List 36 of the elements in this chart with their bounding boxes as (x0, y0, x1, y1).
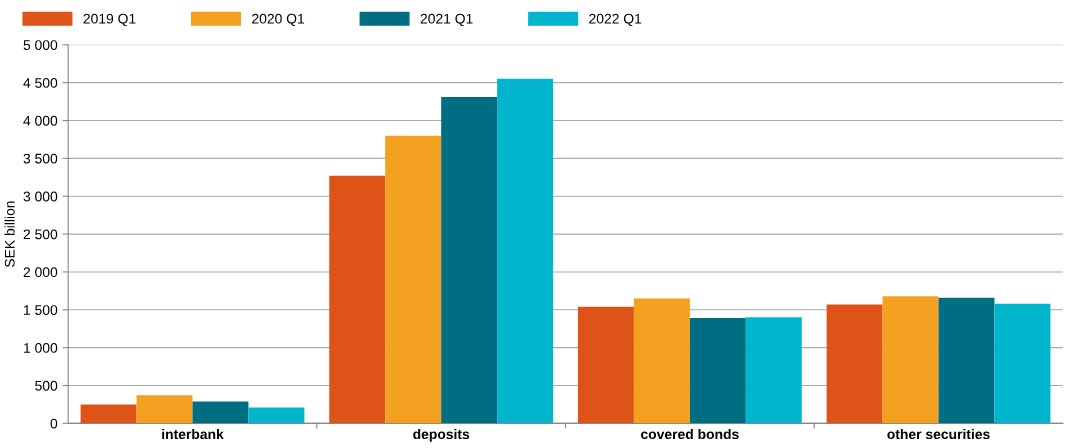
x-tick-label: other securities (887, 428, 990, 440)
bar (938, 297, 995, 424)
bar (385, 135, 442, 424)
x-tick-label: covered bonds (641, 428, 739, 440)
bar (689, 318, 746, 424)
y-tick-label: 4 500 (23, 77, 58, 88)
y-tick-label: 3 000 (23, 191, 58, 202)
x-tick-label: deposits (413, 428, 470, 442)
bar (248, 407, 305, 424)
legend-label: 2022 Q1 (589, 13, 642, 27)
y-tick-label: 5 000 (23, 40, 58, 50)
y-axis-title: SEK billion (4, 201, 15, 268)
bar (497, 78, 554, 424)
bar (745, 317, 802, 424)
bar (633, 298, 690, 424)
bar (994, 303, 1051, 424)
y-tick-label: 1 500 (24, 305, 58, 315)
bar (577, 306, 634, 424)
legend-label: 2021 Q1 (420, 13, 473, 27)
y-tick-label: 0 (50, 418, 58, 429)
bar (329, 175, 386, 424)
y-tick-label: 2 500 (23, 229, 58, 240)
bar (192, 401, 249, 424)
legend-label: 2019 Q1 (83, 13, 136, 27)
y-tick-label: 3 500 (23, 153, 58, 164)
bar (882, 296, 939, 424)
bar (136, 395, 193, 424)
x-tick-label: interbank (162, 428, 224, 440)
legend-label: 2020 Q1 (252, 13, 305, 27)
y-tick-label: 2 000 (23, 267, 58, 278)
bar (80, 404, 137, 424)
y-tick-label: 1 000 (24, 342, 58, 353)
y-tick-label: 4 000 (23, 115, 58, 126)
bar (441, 97, 498, 424)
bar (826, 304, 883, 424)
y-tick-label: 500 (35, 380, 58, 391)
